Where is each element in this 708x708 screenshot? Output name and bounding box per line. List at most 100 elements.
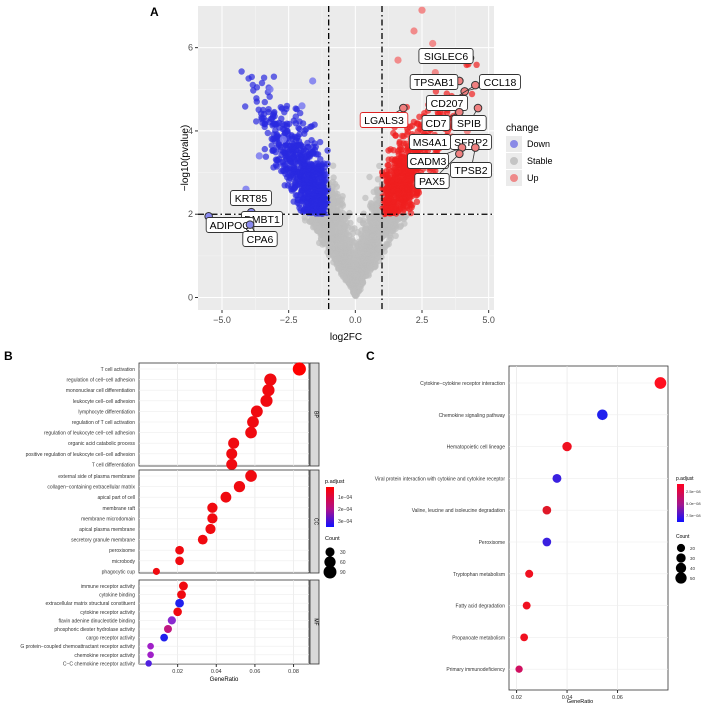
volcano-point [298, 102, 306, 110]
dotplot-term-label: phosphoric diester hydrolase activity [54, 627, 135, 633]
dotplot-term-label: Chemokine signaling pathway [439, 413, 506, 419]
volcano-x-tick-label: −5.0 [213, 315, 231, 325]
volcano-y-tick-label: 0 [188, 293, 193, 303]
gene-label-text: SIGLEC6 [424, 51, 469, 63]
dotplot-point [160, 633, 168, 642]
size-legend-dot [676, 543, 686, 553]
size-legend-title: Count [676, 534, 690, 540]
dotplot-point [197, 534, 208, 545]
dotplot-point [260, 394, 273, 407]
dotplot-point [167, 616, 176, 625]
volcano-point [238, 68, 245, 75]
volcano-y-axis-label: −log10(pvalue) [180, 125, 191, 191]
labeled-gene-point [245, 220, 255, 229]
dotplot-term-label: chemokine receptor activity [74, 653, 135, 659]
dotplot-point [152, 567, 160, 575]
volcano-point [330, 174, 337, 181]
volcano-point [253, 95, 260, 102]
dotplot-point [515, 665, 523, 673]
volcano-point [374, 176, 382, 183]
volcano-point [366, 173, 373, 181]
volcano-x-tick-label: 5.0 [482, 315, 495, 325]
volcano-point [283, 102, 291, 110]
dotplot-term-label: C−C chemokine receptor activity [63, 661, 136, 667]
volcano-point [320, 160, 328, 167]
dotplot-term-label: regulation of cell−cell adhesion [66, 378, 135, 384]
dotplot-term-label: Peroxisome [479, 540, 506, 546]
gene-label: TPSAB1 [409, 74, 459, 90]
volcano-point [283, 120, 291, 127]
volcano-point [271, 108, 278, 116]
gene-label: SIGLEC6 [418, 48, 474, 64]
dotplot-point [147, 642, 154, 650]
labeled-gene-point [471, 80, 480, 90]
gene-label-text: CPA6 [247, 234, 274, 246]
color-legend-label: 1e−04 [338, 495, 352, 501]
dotplot-point [147, 651, 154, 659]
dotplot-term-label: secretory granule membrane [71, 538, 135, 544]
dotplot-point [226, 448, 238, 460]
facet-panel [138, 469, 310, 574]
kegg-dotplot: Cytokine−cytokine receptor interaction Ch… [375, 365, 701, 705]
dotplot-term-label: mononuclear cell differentiation [66, 388, 135, 394]
labeled-gene-point [455, 107, 464, 117]
volcano-point [356, 216, 363, 224]
volcano-point [394, 56, 402, 64]
dotplot-term-label: apical part of cell [97, 495, 135, 501]
dotplot-x-tick-label: 0.06 [250, 669, 261, 675]
volcano-point [390, 129, 397, 137]
dotplot-term-label: extracellular matrix structural constitu… [46, 601, 136, 607]
gene-label-text: TPSB2 [454, 165, 487, 177]
volcano-point [346, 209, 353, 217]
volcano-point [418, 6, 426, 14]
size-legend-label: 90 [340, 570, 346, 576]
dotplot-point [262, 384, 275, 397]
panel-letter-a: A [150, 5, 159, 19]
legend-item-label: Down [527, 139, 550, 149]
volcano-point [367, 199, 375, 207]
labeled-gene-point [455, 149, 464, 159]
dotplot-term-label: positive regulation of leukocyte cell−ce… [26, 452, 136, 458]
volcano-point [324, 147, 331, 154]
dotplot-point [175, 545, 184, 555]
gene-label-text: ADIPOQ [210, 220, 251, 232]
legend-title: change [506, 123, 539, 134]
dotplot-point [175, 598, 184, 608]
legend-item-label: Up [527, 173, 539, 183]
gene-label-text: MS4A1 [413, 137, 448, 149]
volcano-point [351, 225, 358, 232]
volcano-point [329, 162, 337, 169]
gene-label-text: CCL18 [484, 77, 517, 89]
dotplot-term-label: organic acid catabolic process [68, 441, 135, 447]
volcano-point [279, 135, 287, 143]
size-legend-dot [675, 562, 687, 574]
kegg-x-axis-label: GeneRatio [567, 699, 593, 705]
gene-label: SFRP2 [450, 134, 492, 150]
volcano-x-tick-label: 2.5 [416, 315, 429, 325]
gene-label-text: CADM3 [410, 156, 447, 168]
volcano-point [376, 162, 383, 170]
volcano-point [242, 103, 249, 110]
volcano-point [278, 115, 285, 122]
volcano-legend: change Down Stable Up [506, 123, 553, 186]
dotplot-point [542, 537, 552, 547]
color-legend-bar [677, 484, 684, 522]
legend-swatch [510, 140, 518, 148]
volcano-point [270, 73, 278, 80]
size-legend-label: 40 [690, 566, 696, 571]
color-legend-label: 2e−04 [338, 507, 352, 513]
color-legend-bar [326, 487, 334, 527]
volcano-point [262, 153, 270, 160]
gene-label: CPA6 [242, 231, 278, 247]
dotplot-point [163, 625, 172, 633]
volcano-point [468, 90, 476, 98]
dotplot-point [205, 523, 216, 535]
color-legend-label: 5.0e−08 [686, 501, 701, 506]
volcano-point [281, 182, 288, 189]
size-legend-label: 20 [690, 546, 696, 551]
volcano-point [410, 118, 418, 126]
gene-label: LGALS3 [359, 112, 409, 128]
dotplot-term-label: peroxisome [109, 548, 135, 554]
size-legend-title: Count [325, 536, 340, 542]
